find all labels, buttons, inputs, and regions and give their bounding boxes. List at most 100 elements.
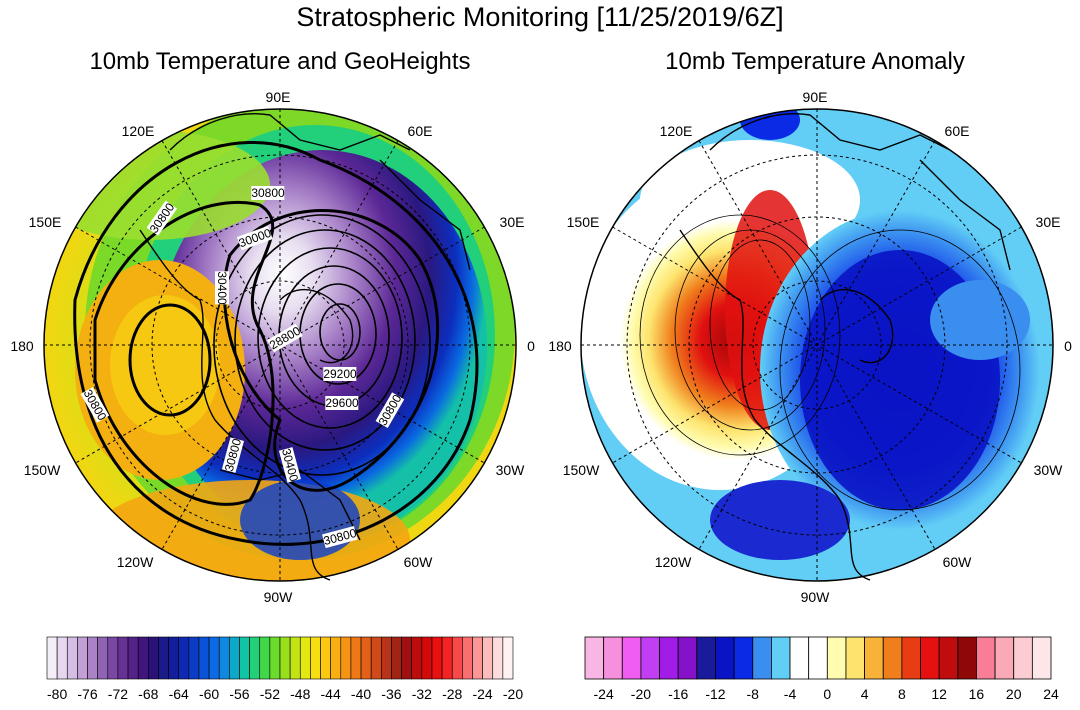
colorbar-swatch bbox=[360, 636, 372, 680]
right-temperature-anomaly-map bbox=[580, 108, 1054, 582]
colorbar-swatch bbox=[882, 636, 903, 680]
colorbar-tick-label: -76 bbox=[77, 686, 98, 702]
colorbar-swatch bbox=[229, 636, 240, 680]
colorbar-swatch bbox=[441, 636, 453, 680]
colorbar-swatch bbox=[411, 636, 423, 680]
colorbar-swatch bbox=[864, 636, 884, 680]
colorbar-swatch bbox=[621, 636, 642, 680]
colorbar-swatch bbox=[299, 636, 311, 680]
colorbar-swatch bbox=[97, 636, 109, 680]
colorbar-swatch bbox=[733, 636, 754, 680]
colorbar-tick-label: -40 bbox=[350, 686, 372, 702]
colorbar-swatch bbox=[696, 636, 716, 680]
colorbar-tick-label: -52 bbox=[259, 686, 280, 702]
lon-label: 150W bbox=[562, 462, 600, 478]
colorbar-tick-label: -4 bbox=[783, 686, 797, 702]
colorbar-tick-label: -56 bbox=[229, 686, 250, 702]
colorbar-swatch bbox=[401, 636, 412, 680]
colorbar-swatch bbox=[752, 636, 772, 680]
colorbar-swatch bbox=[117, 636, 129, 680]
right-anomaly-colorbar bbox=[584, 636, 1052, 680]
colorbar-tick-label: -60 bbox=[198, 686, 220, 702]
colorbar-swatch bbox=[584, 636, 605, 680]
contour-label: 30800 bbox=[251, 186, 285, 200]
colorbar-swatch bbox=[1013, 636, 1033, 680]
lon-label: 30E bbox=[1035, 214, 1061, 230]
colorbar-tick-label: -64 bbox=[168, 686, 189, 702]
colorbar-swatch bbox=[994, 636, 1015, 680]
colorbar-tick-label: -80 bbox=[47, 686, 68, 702]
colorbar-swatch bbox=[640, 636, 660, 680]
colorbar-swatch bbox=[289, 636, 301, 680]
colorbar-swatch bbox=[249, 636, 261, 680]
lon-label: 0 bbox=[1064, 338, 1072, 354]
colorbar-swatch bbox=[451, 636, 463, 680]
lon-label: 120E bbox=[121, 123, 155, 139]
colorbar-swatch bbox=[659, 636, 679, 680]
colorbar-swatch bbox=[502, 636, 514, 680]
lon-label: 90W bbox=[800, 589, 830, 605]
lon-label: 90E bbox=[802, 89, 828, 105]
colorbar-swatch bbox=[957, 636, 977, 680]
lon-label: 90W bbox=[263, 589, 293, 605]
colorbar-swatch bbox=[901, 636, 921, 680]
lon-label: 30E bbox=[499, 214, 525, 230]
contour-label: 29200 bbox=[323, 367, 357, 381]
colorbar-swatch bbox=[715, 636, 735, 680]
lon-label: 90E bbox=[265, 89, 291, 105]
colorbar-swatch bbox=[808, 636, 828, 680]
colorbar-tick-label: -8 bbox=[746, 686, 759, 702]
colorbar-tick-label: 0 bbox=[823, 686, 832, 702]
colorbar-swatch bbox=[168, 636, 179, 680]
colorbar-tick-label: -20 bbox=[502, 686, 524, 702]
colorbar-swatch bbox=[1031, 636, 1052, 680]
colorbar-swatch bbox=[208, 636, 220, 680]
colorbar-swatch bbox=[198, 636, 210, 680]
lon-label: 60W bbox=[403, 554, 433, 570]
colorbar-tick-label: -32 bbox=[411, 686, 432, 702]
colorbar-swatch bbox=[239, 636, 250, 680]
lon-label: 30W bbox=[1033, 462, 1063, 478]
colorbar-swatch bbox=[789, 636, 810, 680]
colorbar-swatch bbox=[603, 636, 623, 680]
colorbar-swatch bbox=[178, 636, 190, 680]
colorbar-swatch bbox=[938, 636, 959, 680]
colorbar-tick-label: 16 bbox=[968, 686, 985, 702]
colorbar-tick-label: -28 bbox=[442, 686, 463, 702]
right-panel-title: 10mb Temperature Anomaly bbox=[665, 48, 965, 75]
colorbar-swatch bbox=[330, 636, 342, 680]
colorbar-swatch bbox=[421, 636, 433, 680]
colorbar-swatch bbox=[218, 636, 230, 680]
colorbar-tick-label: -48 bbox=[290, 686, 311, 702]
colorbar-swatch bbox=[340, 636, 352, 680]
colorbar-swatch bbox=[188, 636, 200, 680]
lon-label: 0 bbox=[527, 338, 535, 354]
colorbar-tick-label: 12 bbox=[931, 686, 947, 702]
colorbar-swatch bbox=[259, 636, 271, 680]
colorbar-tick-label: 8 bbox=[897, 686, 906, 702]
colorbar-tick-label: 4 bbox=[860, 686, 869, 702]
colorbar-swatch bbox=[770, 636, 791, 680]
colorbar-swatch bbox=[492, 636, 504, 680]
colorbar-swatch bbox=[127, 636, 139, 680]
colorbar-swatch bbox=[87, 636, 98, 680]
colorbar-tick-label: -44 bbox=[320, 686, 341, 702]
colorbar-swatch bbox=[845, 636, 865, 680]
colorbar-tick-label: 20 bbox=[1005, 686, 1022, 702]
colorbar-tick-label: -72 bbox=[107, 686, 129, 702]
colorbar-swatch bbox=[976, 636, 996, 680]
colorbar-tick-label: -20 bbox=[630, 686, 652, 702]
contour-label: 30400 bbox=[215, 271, 229, 305]
colorbar-swatch bbox=[320, 636, 331, 680]
left-panel-title: 10mb Temperature and GeoHeights bbox=[89, 48, 471, 75]
lon-label: 180 bbox=[10, 338, 34, 354]
lon-label: 120W bbox=[116, 554, 154, 570]
colorbar-swatch bbox=[391, 636, 402, 680]
colorbar-tick-label: -16 bbox=[668, 686, 689, 702]
colorbar-swatch bbox=[350, 636, 362, 680]
colorbar-tick-label: -24 bbox=[593, 686, 614, 702]
colorbar-swatch bbox=[472, 636, 483, 680]
left-temperature-colorbar bbox=[46, 636, 514, 680]
lon-label: 150E bbox=[566, 214, 600, 230]
lon-label: 60E bbox=[944, 123, 970, 139]
